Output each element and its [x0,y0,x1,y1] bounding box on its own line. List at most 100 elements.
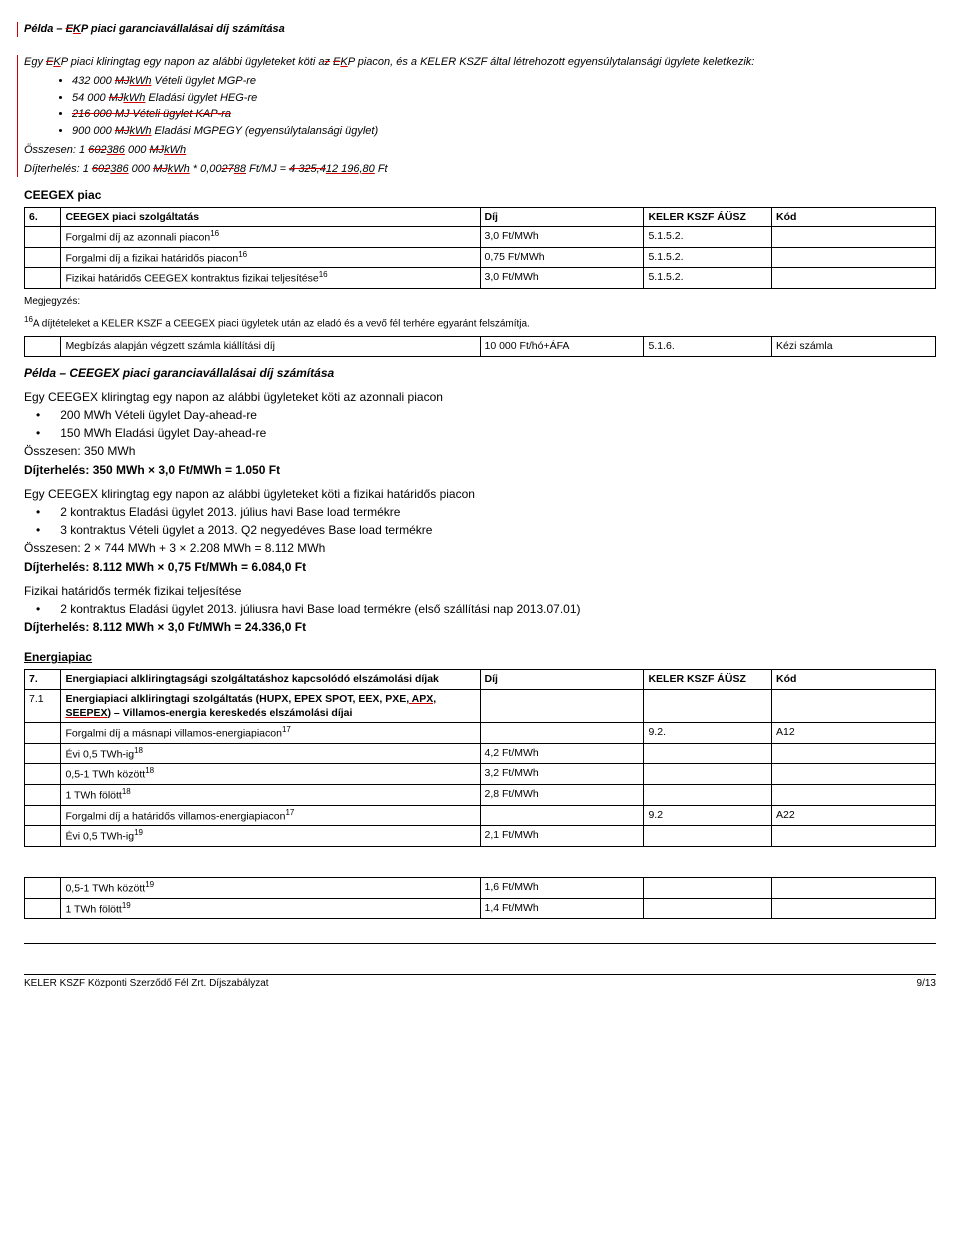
t: * 0,00 [190,163,222,175]
ceegex-heading: CEEGEX piac [24,187,936,203]
cell-fee: 10 000 Ft/hó+ÁFA [480,337,644,356]
note-label: Megjegyzés: [24,295,936,309]
t: MJ [149,144,164,156]
cell-desc: 1 TWh fölött18 [61,784,480,805]
t: P piacon, és a KELER KSZF által létrehoz… [348,56,755,68]
ceegex-table-b: Megbízás alapján végzett számla kiállítá… [24,336,936,356]
table-header-row: 7. Energiapiaci alkliringtagsági szolgál… [25,670,936,689]
t: Energiapiaci alkliringtagi szolgáltatás … [65,693,406,705]
title: Példa – EKP piaci garanciavállalásai díj… [24,22,936,37]
t: 88 [234,163,246,175]
t: ) – Villamos-energia kereskedés elszámol… [107,707,352,719]
th-kod: Kód [772,670,936,689]
table-row: 1 TWh fölött18 2,8 Ft/MWh [25,784,936,805]
t: 150 MWh Eladási ügylet Day-ahead-re [60,426,266,440]
cell-desc: Évi 0,5 TWh-ig19 [61,826,480,847]
table-row: Évi 0,5 TWh-ig19 2,1 Ft/MWh [25,826,936,847]
t: P piaci kliringtag egy napon az alábbi ü… [61,56,325,68]
sum-line-2: Díjterhelés: 1 602386 000 MJkWh * 0,0027… [24,162,936,177]
sup: 18 [122,787,131,796]
sup: 16 [24,315,33,324]
t: Vételi ügylet MGP-re [152,75,257,87]
title-strike: E [66,23,73,35]
footnote-16: 16A díjtételeket a KELER KSZF a CEEGEX p… [24,315,936,331]
cell-fee: 3,2 Ft/MWh [480,764,644,785]
t: 386 [110,163,128,175]
t: 602 [88,144,106,156]
table-row: Forgalmi díj a fizikai határidős piacon1… [25,247,936,268]
t: 000 [129,163,153,175]
sup: 19 [122,901,131,910]
t: 000 [125,144,149,156]
th-fee: Díj [480,207,644,226]
sup: 16 [319,270,328,279]
sup: 17 [282,725,291,734]
t: K [340,56,347,68]
t: Évi 0,5 TWh-ig [65,748,134,760]
th-num: 6. [25,207,61,226]
line: Fizikai határidős termék fizikai teljesí… [24,583,936,599]
t: kWh [130,75,152,87]
cell-desc: 0,5-1 TWh között19 [61,877,480,898]
t: Forgalmi díj a fizikai határidős piacon [65,252,238,264]
cell-desc: Forgalmi díj a határidős villamos-energi… [61,805,480,826]
bullet-1: 432 000 MJkWh Vételi ügylet MGP-re [72,74,936,89]
line: Egy CEEGEX kliringtag egy napon az alább… [24,389,936,405]
cell-code: 9.2. [644,722,772,743]
t: Fizikai határidős CEEGEX kontraktus fizi… [65,273,318,285]
cell-desc: Fizikai határidős CEEGEX kontraktus fizi… [61,268,480,289]
line: • 3 kontraktus Vételi ügylet a 2013. Q2 … [24,522,936,538]
t: 900 000 [72,125,115,137]
sup: 19 [134,828,143,837]
line: • 2 kontraktus Eladási ügylet 2013. júli… [24,504,936,520]
table-row: 0,5-1 TWh között19 1,6 Ft/MWh [25,877,936,898]
t: Forgalmi díj a másnapi villamos-energiap… [65,727,282,739]
table-row: Forgalmi díj a másnapi villamos-energiap… [25,722,936,743]
line: • 150 MWh Eladási ügylet Day-ahead-re [24,425,936,441]
table-row: 1 TWh fölött19 1,4 Ft/MWh [25,898,936,919]
t: MJ [109,92,124,104]
t: Díjterhelés: 1 [24,163,92,175]
t: 0,5-1 TWh között [65,882,145,894]
ceegex-table: 6. CEEGEX piaci szolgáltatás Díj KELER K… [24,207,936,289]
cell-fee: 0,75 Ft/MWh [480,247,644,268]
cell-kod: A22 [772,805,936,826]
cell-fee: 2,1 Ft/MWh [480,826,644,847]
t: A díjtételeket a KELER KSZF a CEEGEX pia… [33,318,530,329]
example2-block1: Egy CEEGEX kliringtag egy napon az alább… [24,389,936,478]
table-row: Fizikai határidős CEEGEX kontraktus fizi… [25,268,936,289]
t: 3 kontraktus Vételi ügylet a 2013. Q2 ne… [60,523,432,537]
t: Ft/MJ = [246,163,289,175]
cell-desc: Energiapiaci alkliringtagi szolgáltatás … [61,689,480,722]
bullet-list: 432 000 MJkWh Vételi ügylet MGP-re 54 00… [24,74,936,139]
cell-fee: 1,4 Ft/MWh [480,898,644,919]
t: Egy [24,56,46,68]
cell-fee: 1,6 Ft/MWh [480,877,644,898]
th-kod: Kód [772,207,936,226]
t: Összesen: 1 [24,144,88,156]
line: Díjterhelés: 8.112 MWh × 0,75 Ft/MWh = 6… [24,559,936,575]
t: 27 [222,163,234,175]
t: 2 kontraktus Eladási ügylet 2013. július… [60,602,580,616]
cell-num: 7.1 [25,689,61,722]
cell-code: 5.1.5.2. [644,247,772,268]
line: Összesen: 350 MWh [24,443,936,459]
table-header-row: 6. CEEGEX piaci szolgáltatás Díj KELER K… [25,207,936,226]
footer: KELER KSZF Központi Szerződő Fél Zrt. Dí… [24,974,936,991]
energ-table: 7. Energiapiaci alkliringtagsági szolgál… [24,669,936,847]
table-row: Forgalmi díj az azonnali piacon16 3,0 Ft… [25,227,936,248]
sup: 16 [238,250,247,259]
bullet-2: 54 000 MJkWh Eladási ügylet HEG-re [72,91,936,106]
t: K [53,56,60,68]
cell-kod: Kézi számla [772,337,936,356]
t: Forgalmi díj a határidős villamos-energi… [65,810,285,822]
cell-fee: 4,2 Ft/MWh [480,743,644,764]
t: Eladási MGPEGY (egyensúlytalansági ügyle… [152,125,379,137]
cell-desc: 0,5-1 TWh között18 [61,764,480,785]
t: 1 TWh fölött [65,789,121,801]
t: 4 325,4 [289,163,326,175]
table-row: 7.1 Energiapiaci alkliringtagi szolgálta… [25,689,936,722]
table-row: 0,5-1 TWh között18 3,2 Ft/MWh [25,764,936,785]
t: 54 000 [72,92,109,104]
title-post: P piaci garanciavállalásai díj számítása [81,23,285,35]
